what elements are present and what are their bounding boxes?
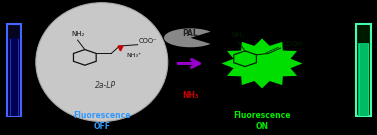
Text: 2a-LP: 2a-LP: [95, 81, 116, 90]
Polygon shape: [8, 38, 20, 116]
Polygon shape: [356, 24, 371, 116]
Text: NH₂: NH₂: [71, 31, 84, 37]
Polygon shape: [222, 38, 302, 88]
Wedge shape: [164, 28, 211, 47]
Text: PAL: PAL: [182, 29, 198, 38]
Text: COO⁻: COO⁻: [139, 38, 158, 44]
Polygon shape: [7, 24, 21, 116]
Text: Fluorescence
ON: Fluorescence ON: [233, 111, 291, 131]
Text: NH₃: NH₃: [182, 91, 199, 100]
Text: NH₂: NH₂: [231, 32, 245, 38]
Text: COOH: COOH: [282, 41, 302, 47]
Polygon shape: [358, 25, 369, 43]
Polygon shape: [358, 43, 369, 116]
Text: NH₃⁺: NH₃⁺: [126, 53, 142, 58]
Text: Fluorescence
OFF: Fluorescence OFF: [73, 111, 130, 131]
Ellipse shape: [36, 3, 168, 122]
